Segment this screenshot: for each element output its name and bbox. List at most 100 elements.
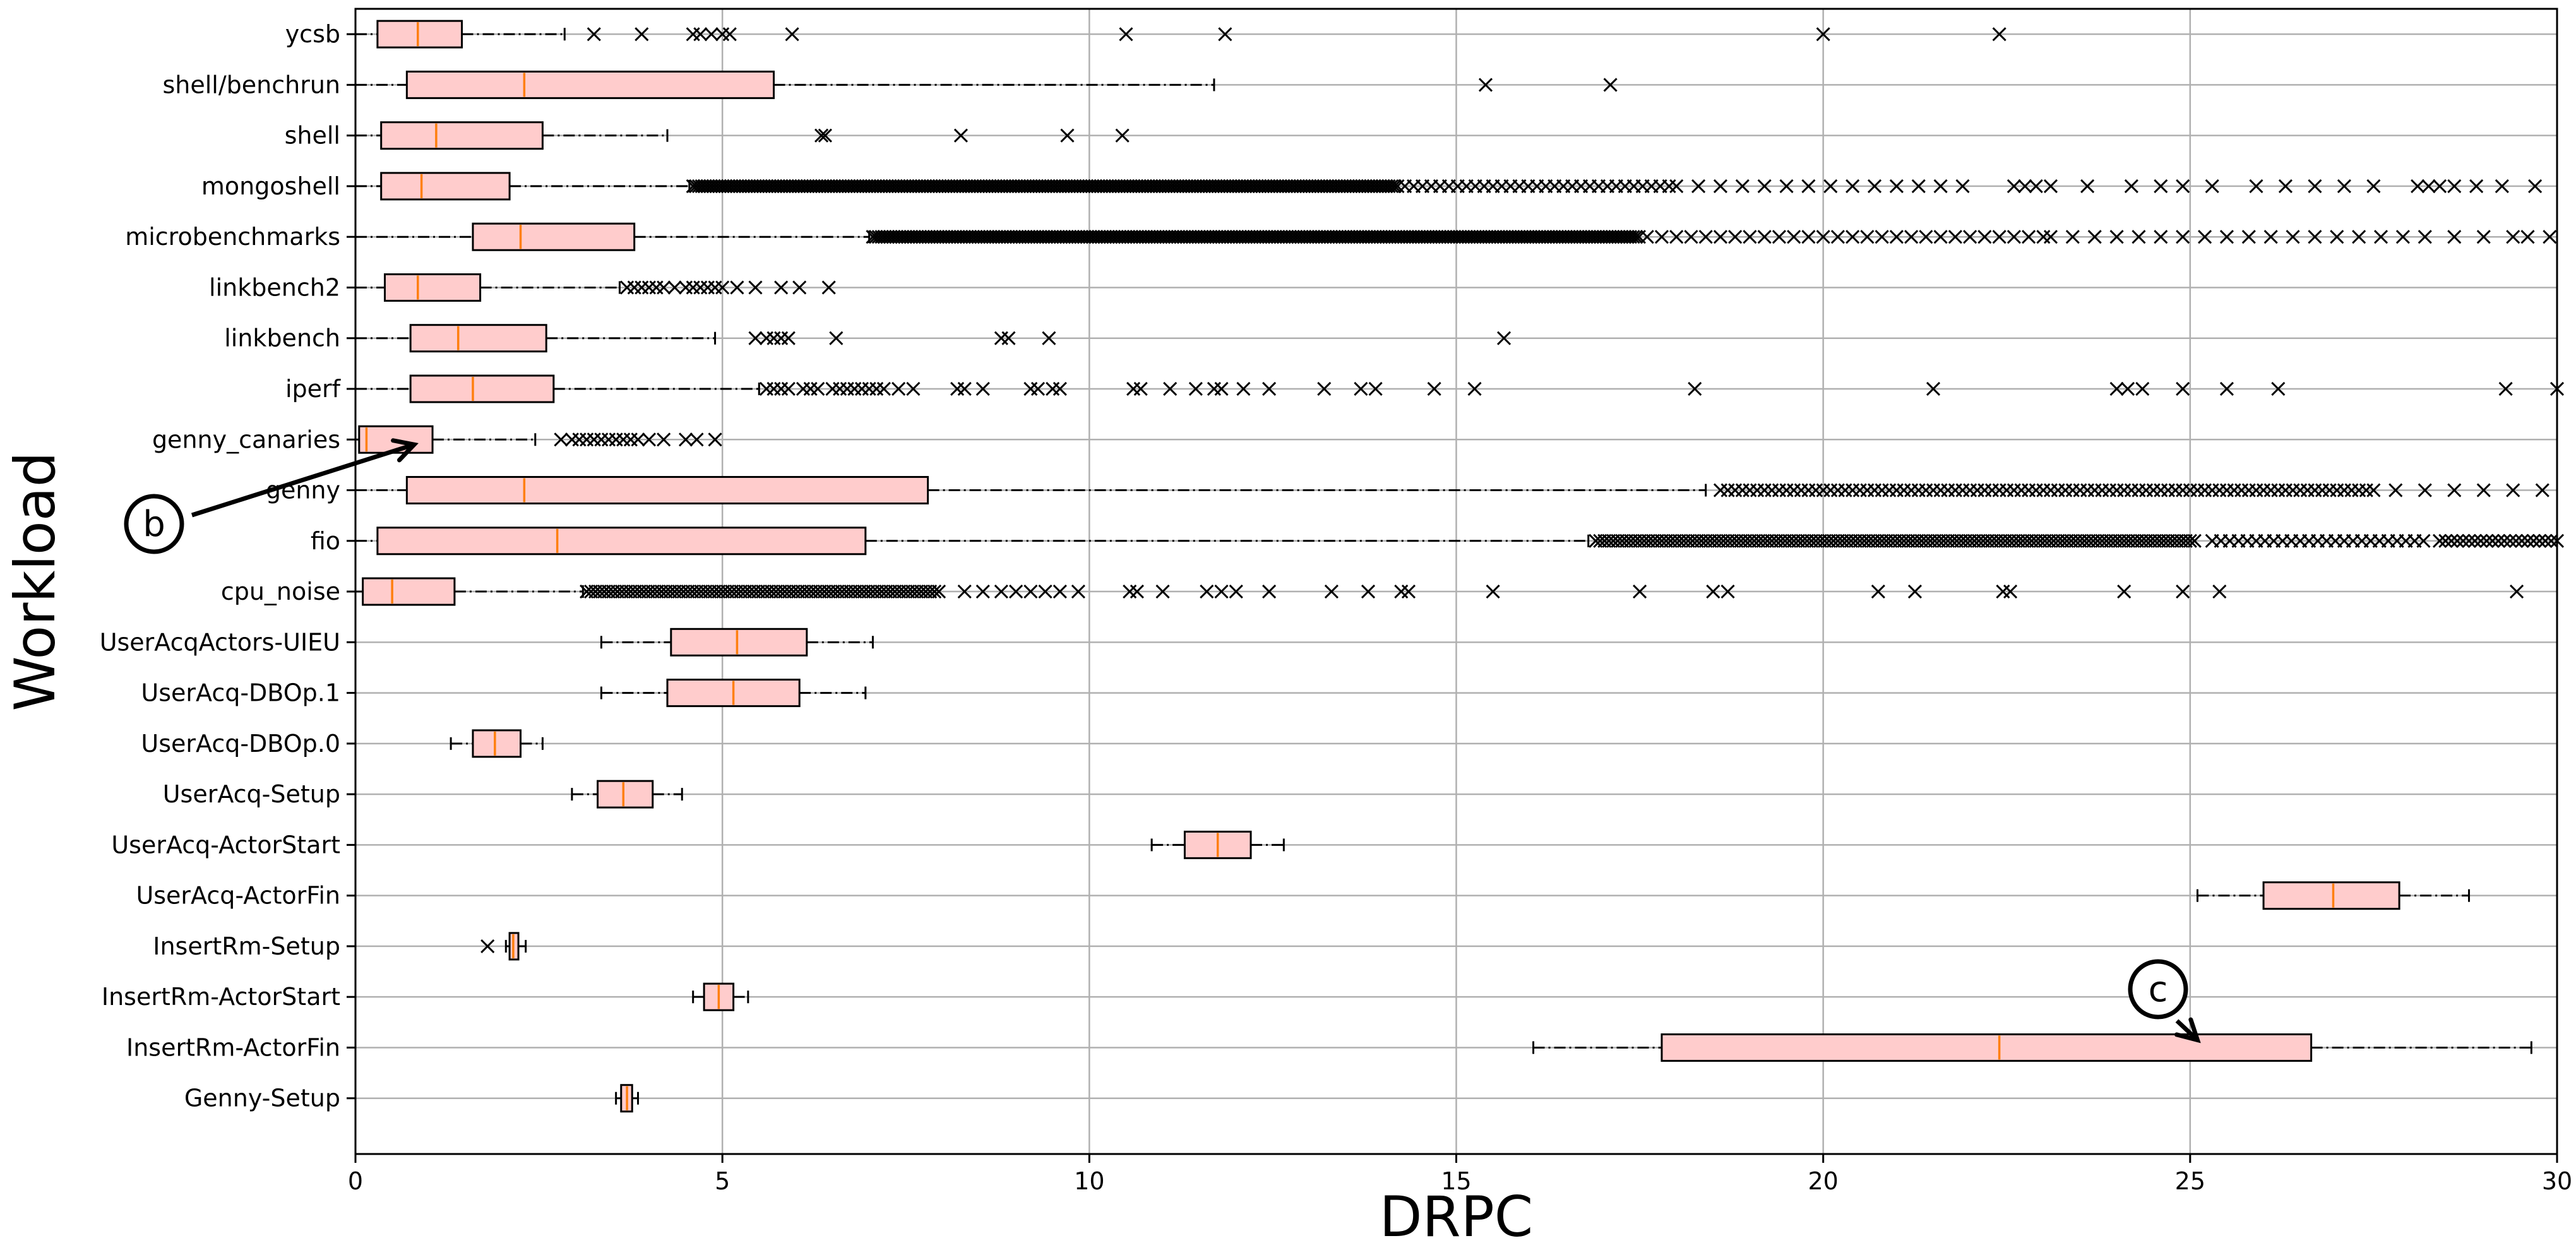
iqr-box bbox=[670, 628, 808, 657]
box-fio bbox=[354, 526, 1590, 556]
outlier-marker bbox=[1042, 331, 1056, 345]
outlier-marker bbox=[2528, 179, 2543, 193]
outlier-marker bbox=[2132, 230, 2146, 244]
outlier-marker bbox=[2022, 230, 2036, 244]
iqr-box bbox=[409, 324, 547, 353]
y-tick-label: UserAcq-ActorStart bbox=[111, 831, 340, 859]
outlier-marker bbox=[1911, 179, 1926, 193]
outlier-marker bbox=[906, 381, 921, 396]
outlier-marker bbox=[2485, 533, 2500, 548]
outlier-marker bbox=[635, 27, 649, 42]
outlier-marker bbox=[994, 584, 1008, 599]
outlier-marker bbox=[1119, 27, 1133, 42]
outlier-marker bbox=[2447, 483, 2462, 497]
outlier-marker bbox=[1654, 230, 1669, 244]
outlier-marker bbox=[2286, 230, 2300, 244]
outlier-marker bbox=[2249, 179, 2263, 193]
outlier-marker bbox=[2198, 230, 2212, 244]
x-tick-label: 20 bbox=[1808, 1167, 1838, 1195]
outlier-marker bbox=[2043, 230, 2058, 244]
outlier-marker bbox=[2154, 179, 2168, 193]
outliers-shell bbox=[814, 128, 1130, 143]
outlier-marker bbox=[1640, 230, 1654, 244]
outlier-marker bbox=[2476, 230, 2491, 244]
outlier-marker bbox=[2447, 179, 2462, 193]
outlier-marker bbox=[2271, 381, 2286, 396]
x-tick-label: 30 bbox=[2542, 1167, 2572, 1195]
outlier-marker bbox=[1385, 179, 1399, 193]
outlier-marker bbox=[2432, 533, 2447, 548]
outlier-markers bbox=[480, 27, 2565, 953]
outlier-marker bbox=[1688, 381, 1702, 396]
outlier-marker bbox=[730, 280, 744, 295]
annotations: bc bbox=[124, 438, 2201, 1044]
outlier-marker bbox=[1779, 179, 1794, 193]
outlier-marker bbox=[1757, 179, 1772, 193]
outlier-marker bbox=[1496, 331, 1512, 345]
outlier-marker bbox=[693, 27, 708, 42]
outlier-marker bbox=[1669, 230, 1684, 244]
iqr-box bbox=[2262, 881, 2400, 910]
outlier-marker bbox=[975, 584, 990, 599]
x-axis-title: DRPC bbox=[1380, 1184, 1533, 1249]
outlier-marker bbox=[2411, 179, 2425, 193]
outlier-marker bbox=[1200, 584, 1214, 599]
outlier-marker bbox=[1052, 584, 1067, 599]
arrowhead-icon bbox=[2174, 1017, 2201, 1044]
box-insertrm-setup bbox=[504, 932, 527, 961]
annotation-circle bbox=[2128, 959, 2188, 1020]
outliers-linkbench2 bbox=[620, 280, 836, 295]
y-tick-label: linkbench2 bbox=[209, 273, 340, 301]
outlier-marker bbox=[1262, 381, 1277, 396]
outlier-marker bbox=[2176, 230, 2190, 244]
outlier-marker bbox=[876, 381, 891, 396]
outlier-marker bbox=[1669, 179, 1684, 193]
y-tick-label: fio bbox=[311, 527, 340, 555]
outlier-marker bbox=[1735, 179, 1750, 193]
outlier-marker bbox=[2503, 533, 2517, 548]
y-tick-label: shell/benchrun bbox=[162, 71, 340, 98]
outlier-marker bbox=[2474, 533, 2488, 548]
box-shell-benchrun bbox=[354, 70, 1215, 99]
outlier-marker bbox=[1698, 230, 1713, 244]
box-genny-setup bbox=[615, 1084, 639, 1113]
outlier-marker bbox=[2212, 584, 2227, 599]
iqr-box bbox=[472, 729, 522, 758]
outlier-marker bbox=[1889, 230, 1904, 244]
outlier-marker bbox=[2520, 533, 2535, 548]
outlier-marker bbox=[2418, 230, 2432, 244]
outlier-marker bbox=[1023, 584, 1038, 599]
y-tick-label: UserAcq-Setup bbox=[163, 780, 340, 808]
iqr-box bbox=[472, 222, 636, 251]
outlier-marker bbox=[1801, 230, 1816, 244]
outlier-marker bbox=[2506, 230, 2520, 244]
annotation-b: b bbox=[124, 438, 419, 554]
outlier-marker bbox=[931, 584, 946, 599]
annotation-c: c bbox=[2128, 959, 2201, 1044]
outlier-marker bbox=[641, 432, 656, 447]
outlier-marker bbox=[2154, 230, 2168, 244]
box-insertrm-actorstart bbox=[692, 982, 749, 1011]
outliers-microbenchmarks bbox=[866, 230, 2557, 244]
outlier-marker bbox=[1720, 584, 1735, 599]
y-tick-label: UserAcq-ActorFin bbox=[136, 882, 340, 910]
outliers-linkbench bbox=[748, 331, 1512, 345]
outlier-marker bbox=[2109, 230, 2124, 244]
iqr-box bbox=[380, 121, 544, 150]
y-tick-label: iperf bbox=[285, 375, 342, 403]
y-tick-label: mongoshell bbox=[201, 172, 340, 200]
outlier-marker bbox=[975, 381, 990, 396]
arrowhead-icon bbox=[391, 438, 419, 463]
box-useracq-dbop-0 bbox=[450, 729, 544, 758]
outlier-marker bbox=[781, 381, 796, 396]
outlier-marker bbox=[1427, 381, 1441, 396]
y-tick-label: cpu_noise bbox=[221, 578, 340, 605]
iqr-box bbox=[376, 20, 463, 49]
iqr-box bbox=[376, 526, 867, 556]
outlier-marker bbox=[715, 280, 730, 295]
outlier-marker bbox=[2007, 230, 2021, 244]
outlier-marker bbox=[1317, 381, 1332, 396]
outlier-marker bbox=[1368, 381, 1383, 396]
outlier-marker bbox=[2476, 483, 2491, 497]
